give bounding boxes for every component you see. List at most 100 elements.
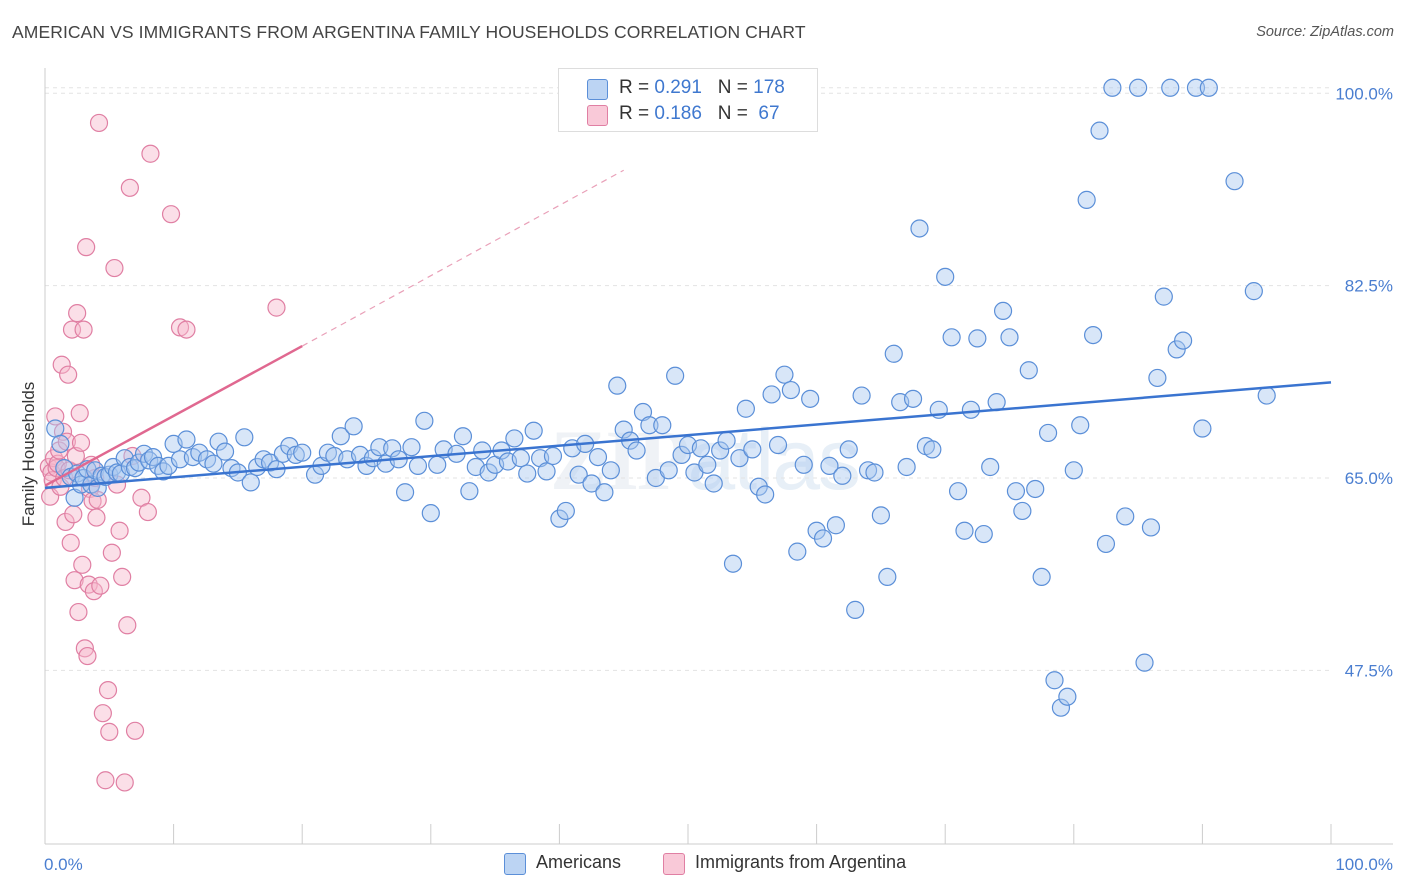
x-tick-label: 0.0% (44, 855, 83, 874)
americans-point (653, 416, 672, 435)
americans-trend-line (44, 381, 1332, 490)
americans-point (826, 516, 845, 535)
americans-point (235, 428, 254, 447)
n-label: N = (717, 77, 754, 98)
stats-text: R = 0.186 N = 67 (619, 103, 780, 125)
americans-point (801, 389, 820, 408)
americans-point (974, 524, 993, 544)
argentina-point (89, 113, 109, 133)
americans-point (1193, 419, 1212, 438)
n-value: 67 (753, 103, 780, 124)
americans-point (1083, 325, 1103, 345)
argentina-point (98, 681, 118, 700)
americans-point (788, 542, 807, 561)
americans-point (736, 399, 755, 418)
americans-point (1116, 507, 1135, 526)
americans-point (1032, 567, 1051, 587)
r-value: 0.186 (654, 103, 702, 124)
americans-point (1071, 416, 1090, 435)
americans-point (968, 329, 987, 348)
americans-point (672, 445, 691, 465)
americans-point (1103, 78, 1122, 97)
stats-text: R = 0.291 N = 178 (619, 77, 785, 99)
argentina-point (64, 505, 83, 524)
americans-point (1077, 190, 1096, 209)
americans-point (402, 438, 421, 457)
argentina-point (118, 616, 137, 635)
americans-point (331, 427, 350, 446)
americans-point (1038, 423, 1058, 443)
argentina-point (59, 365, 78, 384)
americans-point (961, 400, 981, 419)
argentina-point (138, 502, 157, 522)
americans-point (1058, 687, 1077, 706)
americans-point (569, 465, 588, 484)
americans-point (691, 439, 710, 458)
americans-point (524, 421, 543, 440)
argentina-point (65, 571, 84, 590)
americans-point (743, 440, 762, 459)
r-label: R = (619, 103, 655, 124)
tick-labels: 47.5% 65.0% 82.5% 100.0% 0.0% 100.0% Family Ho… (19, 84, 1393, 874)
americans-point (1013, 501, 1032, 521)
americans-point (460, 482, 479, 501)
argentina-point (120, 178, 139, 197)
americans-point (1128, 78, 1148, 97)
argentina-point (177, 320, 196, 339)
americans-point (833, 466, 852, 485)
argentina-trend-extension (301, 169, 624, 347)
americans-point (537, 462, 556, 481)
y-axis-title: Family Households (19, 382, 38, 527)
americans-point (395, 483, 415, 502)
americans-point (421, 504, 440, 523)
americans-legend-swatch (504, 853, 526, 875)
americans-point (177, 430, 196, 449)
americans-point (1096, 534, 1116, 554)
americans-point (948, 482, 968, 501)
americans-point (865, 463, 884, 482)
americans-point (1026, 479, 1045, 499)
americans-point (852, 386, 871, 405)
y-tick-label: 65.0% (1345, 469, 1393, 488)
americans-point (159, 456, 178, 475)
americans-point (428, 455, 447, 474)
r-value: 0.291 (654, 77, 702, 98)
chart-title: AMERICAN VS IMMIGRANTS FROM ARGENTINA FA… (12, 22, 806, 42)
argentina-point (87, 508, 106, 527)
americans-point (1019, 361, 1038, 380)
argentina-point (115, 773, 134, 792)
americans-point (1161, 78, 1180, 97)
americans-point (582, 474, 601, 493)
americans-point (955, 521, 974, 540)
americans-point (768, 435, 788, 455)
y-tick-label: 100.0% (1335, 84, 1393, 103)
americans-point (704, 474, 723, 493)
americans-point (878, 567, 897, 587)
americans-point (1225, 172, 1244, 191)
americans-point (846, 600, 865, 619)
argentina-legend-swatch (663, 853, 685, 875)
americans-point (1006, 482, 1026, 501)
argentina-swatch (587, 105, 608, 126)
axes (44, 68, 1393, 845)
americans-point (1257, 386, 1276, 405)
argentina-point (77, 238, 96, 257)
americans-point (871, 506, 891, 525)
americans-point (601, 461, 620, 480)
americans-point (640, 416, 659, 435)
americans-point (756, 485, 775, 504)
americans-point (595, 483, 614, 502)
americans-point (46, 419, 65, 438)
americans-point (1090, 121, 1109, 140)
americans-point (215, 442, 235, 461)
americans-point (993, 301, 1013, 321)
legend-argentina-label: Immigrants from Argentina (695, 852, 907, 872)
americans-point (698, 455, 717, 474)
americans-point (903, 389, 923, 408)
r-label: R = (619, 77, 655, 98)
americans-point (910, 219, 929, 238)
argentina-point (78, 646, 97, 666)
americans-point (344, 417, 363, 436)
argentina-point (161, 205, 181, 224)
